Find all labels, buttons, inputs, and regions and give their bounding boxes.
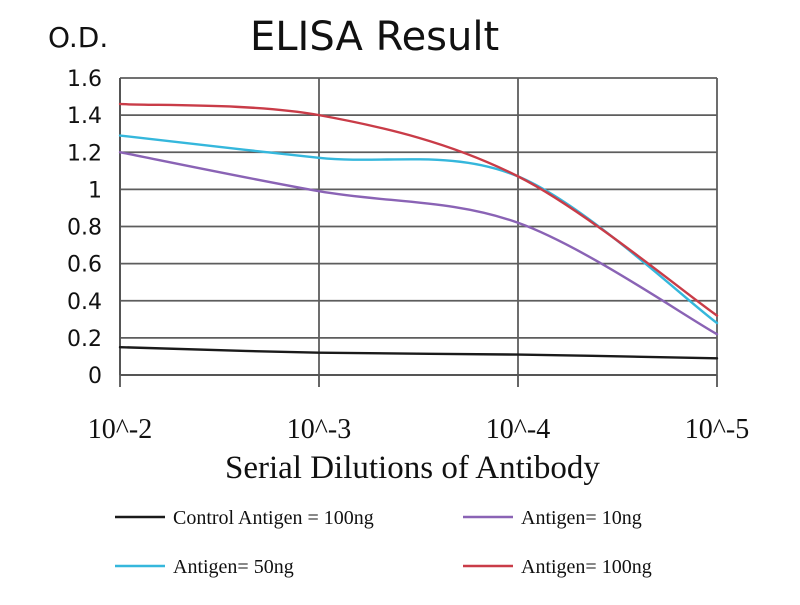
legend-item: Control Antigen = 100ng	[115, 507, 374, 529]
grid-layer	[119, 77, 718, 375]
legend-label: Antigen= 100ng	[521, 556, 652, 578]
y-tick-label: 0.2	[67, 327, 102, 352]
y-tick-label: 0	[88, 364, 102, 389]
legend-item: Antigen= 100ng	[463, 556, 652, 578]
x-tick-label: 10^-5	[685, 414, 749, 445]
y-tick-label: 0.4	[67, 290, 102, 315]
legend-label: Control Antigen = 100ng	[173, 507, 374, 529]
legend-label: Antigen= 10ng	[521, 507, 642, 529]
y-tick-label: 1.6	[67, 67, 102, 92]
y-tick-label: 1.4	[67, 104, 102, 129]
axis-layer	[119, 78, 718, 387]
legend: Control Antigen = 100ng Antigen= 10ng Anti…	[115, 507, 652, 578]
legend-label: Antigen= 50ng	[173, 556, 294, 578]
series-line-1	[118, 151, 719, 336]
series-layer	[118, 102, 719, 360]
y-tick-layer: 0 0.2 0.4 0.6 0.8 1 1.2 1.4 1.6	[67, 67, 102, 389]
legend-item: Antigen= 50ng	[115, 556, 294, 578]
x-tick-label: 10^-4	[486, 414, 550, 445]
series-line-3	[118, 102, 719, 317]
chart-title: ELISA Result	[250, 14, 499, 60]
x-tick-label: 10^-3	[287, 414, 351, 445]
y-axis-label: O.D.	[48, 21, 108, 54]
y-tick-label: 0.6	[67, 253, 102, 278]
y-tick-label: 1	[88, 178, 102, 203]
x-tick-label: 10^-2	[88, 414, 152, 445]
y-tick-label: 1.2	[67, 141, 102, 166]
x-tick-layer: 10^-2 10^-3 10^-4 10^-5	[88, 414, 749, 445]
legend-item: Antigen= 10ng	[463, 507, 642, 529]
y-tick-label: 0.8	[67, 216, 102, 241]
series-line-2	[118, 134, 719, 325]
series-line-0	[118, 345, 719, 360]
x-axis-label: Serial Dilutions of Antibody	[225, 450, 600, 486]
